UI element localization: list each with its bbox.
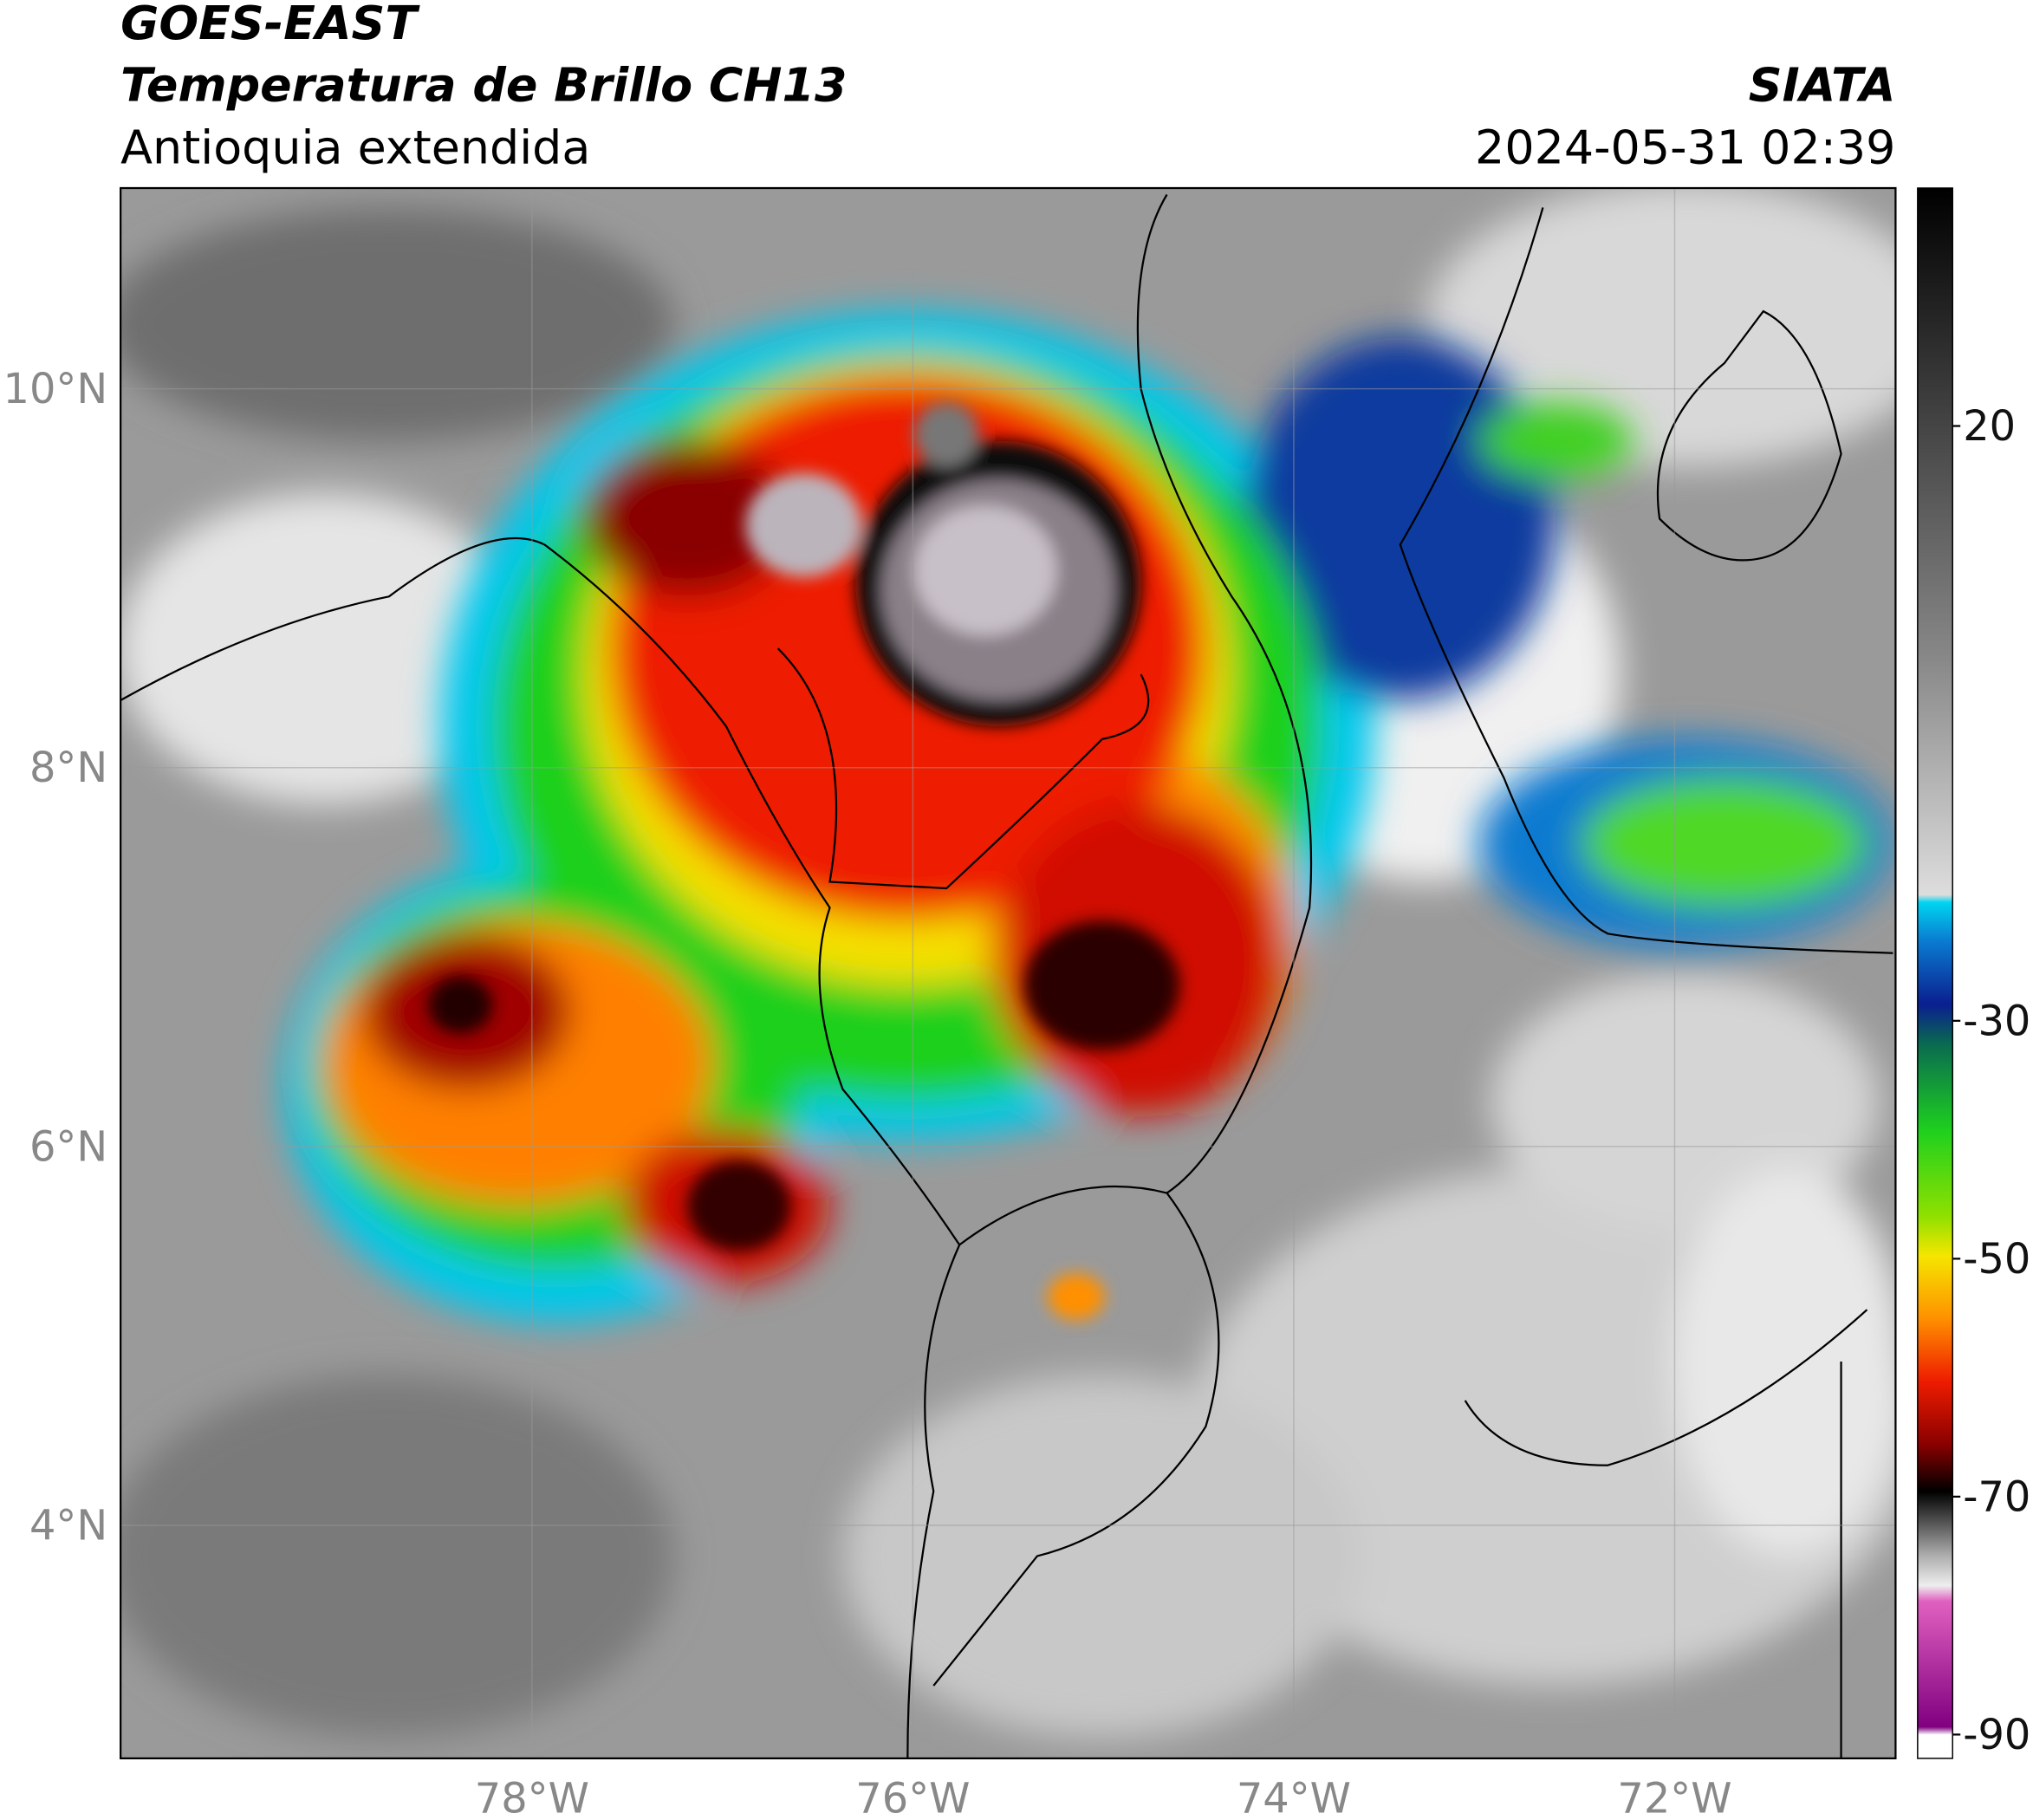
datetime: 2024-05-31 02:39 (1475, 120, 1895, 175)
region-subtitle: Antioquia extendida (120, 120, 590, 175)
colorbar-tick-label: 20 (1963, 403, 2016, 451)
colorbar-tick-label: -50 (1963, 1236, 2030, 1284)
colorbar-tick-label: -90 (1963, 1712, 2030, 1759)
y-tick-label: 6°N (29, 1123, 107, 1171)
colorbar (1917, 187, 1953, 1759)
satellite-title: GOES-EAST (120, 0, 420, 50)
satellite-image (120, 188, 1896, 1758)
y-tick-label: 8°N (29, 744, 107, 792)
x-tick-label: 76°W (855, 1776, 970, 1820)
agency-title: SIATA (1749, 58, 1896, 113)
y-tick-label: 10°N (3, 366, 108, 413)
grid (120, 188, 1896, 1758)
map-frame (120, 186, 1897, 1759)
product-title: Temperatura de Brillo CH13 (120, 58, 847, 113)
x-tick-label: 78°W (475, 1776, 589, 1820)
boundaries (120, 193, 1893, 1758)
colorbar-tick-label: -70 (1963, 1473, 2030, 1521)
y-tick-label: 4°N (29, 1503, 107, 1550)
colorbar-tick-label: -30 (1963, 998, 2030, 1045)
x-tick-label: 74°W (1237, 1776, 1351, 1820)
x-tick-label: 72°W (1617, 1776, 1731, 1820)
